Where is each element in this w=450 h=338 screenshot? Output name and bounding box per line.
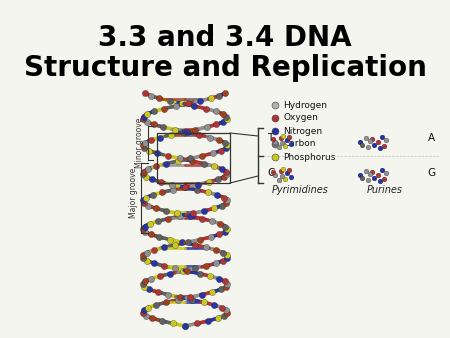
Bar [157,133,230,183]
Text: Hydrogen: Hydrogen [283,100,327,110]
Text: Phosphorus: Phosphorus [283,152,335,162]
Text: Structure and Replication: Structure and Replication [23,54,427,82]
Text: T: T [267,133,273,143]
Text: Major groove: Major groove [129,168,138,218]
Text: Minor groove: Minor groove [135,118,144,168]
Text: C: C [267,168,274,178]
Text: Purines: Purines [367,185,403,195]
Text: Nitrogen: Nitrogen [283,126,322,136]
Text: Pyrimidines: Pyrimidines [271,185,328,195]
Text: Carbon: Carbon [283,140,315,148]
Text: 3.3 and 3.4 DNA: 3.3 and 3.4 DNA [98,24,352,52]
Text: A: A [428,133,435,143]
Text: G: G [427,168,435,178]
Text: Oxygen: Oxygen [283,114,318,122]
